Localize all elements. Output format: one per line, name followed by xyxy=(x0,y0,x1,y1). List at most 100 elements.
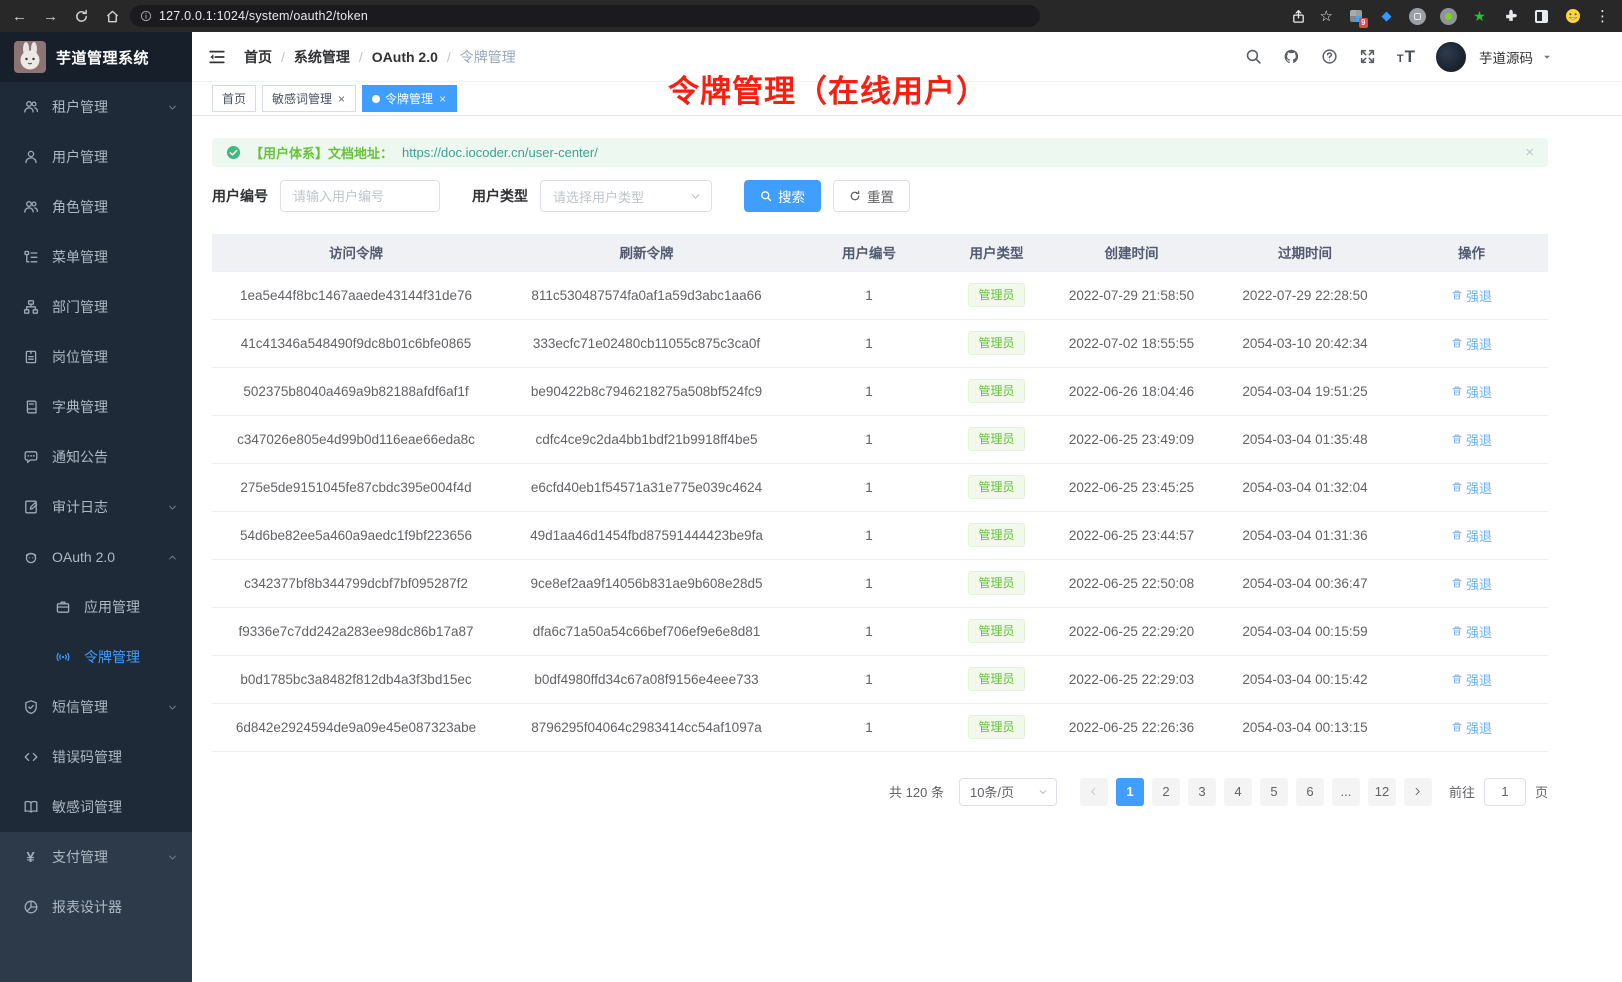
action-cell: 强退 xyxy=(1395,703,1548,752)
column-header: 操作 xyxy=(1395,234,1548,271)
sidebar-item-user[interactable]: 用户管理 xyxy=(0,132,192,182)
logo-rabbit-avatar xyxy=(14,41,46,73)
sidebar-item-post[interactable]: 岗位管理 xyxy=(0,332,192,382)
app-logo[interactable]: 芋道管理系统 xyxy=(0,32,192,82)
profile-smiley-icon[interactable] xyxy=(1564,8,1581,25)
page-button-5[interactable]: 5 xyxy=(1259,777,1288,806)
sidebar-item-report[interactable]: 报表设计器 xyxy=(0,882,192,932)
extension-gem-icon[interactable]: ◆ xyxy=(1381,8,1392,23)
sidebar-item-audit-log[interactable]: 审计日志 xyxy=(0,482,192,532)
chevron-down-icon[interactable] xyxy=(1542,52,1552,62)
bookmark-star-icon[interactable]: ☆ xyxy=(1319,7,1333,25)
search-icon[interactable] xyxy=(1245,48,1262,65)
username[interactable]: 芋道源码 xyxy=(1479,50,1533,66)
page-info-icon[interactable] xyxy=(140,10,152,22)
sidebar-item-menu[interactable]: 菜单管理 xyxy=(0,232,192,282)
tab-home[interactable]: 首页 xyxy=(212,85,257,112)
sidebar-item-sensitive-word[interactable]: 敏感词管理 xyxy=(0,782,192,832)
users-icon xyxy=(22,99,39,116)
goto-page-input[interactable] xyxy=(1483,777,1526,806)
sidebar-item-tenant[interactable]: 租户管理 xyxy=(0,82,192,132)
page-button-4[interactable]: 4 xyxy=(1223,777,1252,806)
extension-record-icon[interactable] xyxy=(1440,7,1457,25)
breadcrumb-item[interactable]: 首页 xyxy=(244,48,272,65)
user-avatar[interactable] xyxy=(1436,41,1466,72)
force-logout-button[interactable]: 强退 xyxy=(1451,430,1492,449)
next-page-button[interactable] xyxy=(1403,777,1432,806)
sidebar-item-notice[interactable]: 通知公告 xyxy=(0,432,192,482)
page-button-3[interactable]: 3 xyxy=(1187,777,1216,806)
reload-icon[interactable] xyxy=(74,9,89,24)
sidebar-item-label: 令牌管理 xyxy=(84,649,140,665)
sidebar-item-oauth2[interactable]: OAuth 2.0 xyxy=(0,532,192,582)
user-type-cell: 管理员 xyxy=(945,655,1048,704)
user-type-badge: 管理员 xyxy=(968,714,1025,740)
extension-circle-icon[interactable] xyxy=(1409,7,1426,25)
user-type-badge: 管理员 xyxy=(968,282,1025,308)
home-icon[interactable] xyxy=(105,9,120,24)
force-logout-button[interactable]: 强退 xyxy=(1451,334,1492,353)
page-button-1[interactable]: 1 xyxy=(1115,777,1144,806)
close-icon[interactable]: × xyxy=(439,91,447,106)
force-logout-button[interactable]: 强退 xyxy=(1451,286,1492,305)
back-icon[interactable]: ← xyxy=(12,7,27,25)
sidebar-toggle-icon[interactable] xyxy=(208,48,226,66)
tab-label: 敏感词管理 xyxy=(272,92,333,106)
tab-token[interactable]: 令牌管理 × xyxy=(362,85,458,112)
tab-sensitive-word[interactable]: 敏感词管理 × xyxy=(262,85,357,112)
browser-menu-icon[interactable]: ⋮ xyxy=(1595,7,1610,25)
reset-button-label: 重置 xyxy=(867,190,894,205)
user-type-badge: 管理员 xyxy=(968,426,1025,452)
sidebar-item-oauth2-token[interactable]: 令牌管理 xyxy=(0,632,192,682)
sidebar-item-pay[interactable]: ¥ 支付管理 xyxy=(0,832,192,882)
force-logout-button[interactable]: 强退 xyxy=(1451,670,1492,689)
user-id-input[interactable] xyxy=(280,180,440,212)
share-icon[interactable] xyxy=(1291,9,1306,24)
page-button-12[interactable]: 12 xyxy=(1367,777,1396,806)
forward-icon[interactable]: → xyxy=(43,7,58,25)
force-logout-label: 强退 xyxy=(1465,624,1492,640)
force-logout-button[interactable]: 强退 xyxy=(1451,382,1492,401)
sidebar-item-error-code[interactable]: 错误码管理 xyxy=(0,732,192,782)
close-icon[interactable]: × xyxy=(338,91,346,106)
force-logout-button[interactable]: 强退 xyxy=(1451,718,1492,737)
page-button-6[interactable]: 6 xyxy=(1295,777,1324,806)
more-pages-button[interactable]: ... xyxy=(1331,777,1360,806)
sidebar-item-label: 错误码管理 xyxy=(52,749,122,765)
badge-icon xyxy=(22,349,39,366)
success-check-icon xyxy=(226,145,241,160)
user-type-badge: 管理员 xyxy=(968,378,1025,404)
extension-star-icon[interactable]: ★ xyxy=(1473,7,1486,24)
sidebar-item-dept[interactable]: 部门管理 xyxy=(0,282,192,332)
address-bar[interactable]: 127.0.0.1:1024/system/oauth2/token xyxy=(130,5,1040,27)
force-logout-button[interactable]: 强退 xyxy=(1451,622,1492,641)
page-button-2[interactable]: 2 xyxy=(1151,777,1180,806)
search-button[interactable]: 搜索 xyxy=(744,180,821,212)
reset-button[interactable]: 重置 xyxy=(833,180,910,212)
sidebar-split-icon[interactable] xyxy=(1533,8,1550,25)
extension-tiles-icon[interactable]: 9 xyxy=(1347,8,1368,28)
force-logout-button[interactable]: 强退 xyxy=(1451,478,1492,497)
sidebar-item-dict[interactable]: 字典管理 xyxy=(0,382,192,432)
page-size-select[interactable]: 10条/页 xyxy=(958,777,1057,806)
force-logout-button[interactable]: 强退 xyxy=(1451,574,1492,593)
close-icon[interactable]: × xyxy=(1525,144,1534,161)
prev-page-button[interactable] xyxy=(1079,777,1108,806)
user-type-select[interactable]: 请选择用户类型 xyxy=(540,180,712,212)
help-icon[interactable] xyxy=(1321,48,1338,65)
sidebar-item-oauth2-app[interactable]: 应用管理 xyxy=(0,582,192,632)
sidebar-item-sms[interactable]: 短信管理 xyxy=(0,682,192,732)
github-icon[interactable] xyxy=(1283,48,1300,65)
action-cell: 强退 xyxy=(1395,511,1548,560)
sidebar-item-role[interactable]: 角色管理 xyxy=(0,182,192,232)
breadcrumb-item[interactable]: OAuth 2.0 xyxy=(371,48,438,65)
breadcrumb-separator: / xyxy=(281,48,285,65)
fullscreen-icon[interactable] xyxy=(1359,48,1376,65)
extensions-puzzle-icon[interactable] xyxy=(1502,8,1519,25)
force-logout-label: 强退 xyxy=(1465,384,1492,400)
breadcrumb-item[interactable]: 系统管理 xyxy=(293,48,350,65)
force-logout-button[interactable]: 强退 xyxy=(1451,526,1492,545)
access-token-cell: 502375b8040a469a9b82188afdf6af1f xyxy=(212,367,500,416)
alert-doc-link[interactable]: https://doc.iocoder.cn/user-center/ xyxy=(402,145,598,160)
